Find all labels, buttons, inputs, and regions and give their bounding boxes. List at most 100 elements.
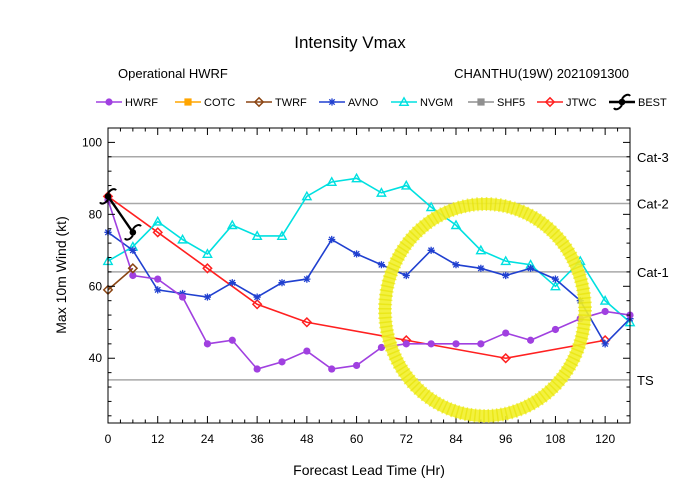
legend-item-cotc: COTC — [175, 97, 235, 109]
point-hwrf — [253, 365, 261, 373]
legend-label: COTC — [204, 97, 235, 109]
category-reference-lines: TS Cat-1 Cat-2 Cat-3 — [108, 150, 669, 388]
plot-frame — [107, 127, 631, 424]
legend-label: BEST — [638, 97, 667, 109]
series-best — [99, 188, 142, 241]
ref-label-cat-1: Cat-1 — [637, 265, 669, 280]
x-tick-label: 60 — [350, 432, 364, 446]
point-nvgm — [226, 219, 238, 230]
legend-marker-jtwc — [544, 96, 556, 108]
legend-label: SHF5 — [497, 97, 525, 109]
point-jtwc — [251, 299, 263, 310]
x-tick-label: 84 — [449, 432, 463, 446]
highlight-circle — [378, 197, 592, 423]
series-jtwc — [102, 191, 611, 364]
legend-label: JTWC — [566, 97, 597, 109]
point-best — [123, 224, 142, 241]
chart-legend: HWRF COTC TWRF AVNO NVGM SHF5 JTWC BEST — [96, 93, 667, 111]
point-avno — [228, 279, 236, 287]
legend-item-twrf: TWRF — [246, 96, 307, 109]
axes: 0 12 24 36 48 60 72 84 96 108 120 40 60 80 100 — [82, 127, 631, 446]
x-axis-label: Forecast Lead Time (Hr) — [293, 462, 445, 478]
chart-subtitle-right: CHANTHU(19W) 2021091300 — [454, 66, 629, 81]
legend-marker-cotc — [184, 98, 192, 106]
point-hwrf — [526, 336, 535, 344]
legend-item-best: BEST — [609, 93, 667, 111]
point-nvgm — [550, 280, 561, 291]
point-nvgm — [152, 215, 164, 226]
x-tick-label: 36 — [250, 432, 264, 446]
point-avno — [402, 271, 410, 280]
point-hwrf — [328, 365, 336, 373]
point-nvgm — [475, 244, 487, 255]
legend-item-hwrf: HWRF — [96, 97, 158, 109]
series-nvgm — [102, 172, 636, 327]
y-tick-label: 80 — [89, 207, 103, 221]
legend-item-avno: AVNO — [319, 97, 379, 109]
legend-marker-twrf — [253, 96, 265, 108]
point-avno — [502, 271, 510, 280]
legend-item-shf5: SHF5 — [468, 97, 525, 109]
point-nvgm — [376, 187, 387, 197]
point-avno — [452, 261, 460, 269]
legend-item-nvgm: NVGM — [391, 96, 453, 109]
ref-label-cat-3: Cat-3 — [637, 150, 669, 165]
x-tick-label: 24 — [201, 432, 215, 446]
point-hwrf — [303, 347, 311, 355]
x-tick-label: 96 — [499, 432, 513, 446]
point-hwrf — [228, 336, 236, 344]
series-line-best — [107, 195, 134, 234]
x-tick-label: 72 — [400, 432, 414, 446]
point-jtwc — [301, 317, 313, 328]
point-hwrf — [502, 329, 510, 337]
ref-label-cat-2: Cat-2 — [637, 197, 669, 212]
point-hwrf — [601, 307, 609, 316]
point-avno — [601, 340, 609, 348]
point-nvgm — [177, 233, 188, 244]
x-tick-label: 0 — [105, 432, 112, 446]
legend-label: HWRF — [125, 97, 158, 109]
series-twrf — [102, 263, 139, 296]
y-tick-label: 100 — [82, 135, 102, 149]
point-hwrf — [352, 361, 361, 370]
point-hwrf — [427, 340, 435, 348]
legend-marker-avno — [328, 98, 336, 106]
point-twrf — [127, 263, 139, 274]
point-avno — [328, 235, 336, 244]
legend-item-jtwc: JTWC — [537, 96, 597, 109]
point-avno — [526, 264, 535, 272]
point-nvgm — [326, 176, 338, 187]
point-nvgm — [276, 230, 288, 240]
point-hwrf — [278, 358, 286, 366]
series-layer — [99, 172, 636, 373]
series-hwrf — [104, 196, 634, 373]
point-hwrf — [178, 293, 187, 301]
point-avno — [129, 246, 137, 254]
point-nvgm — [400, 179, 412, 190]
point-hwrf — [402, 340, 410, 348]
point-hwrf — [551, 325, 560, 334]
legend-label: AVNO — [348, 97, 379, 109]
chart-subtitle-left: Operational HWRF — [118, 66, 228, 81]
point-avno — [427, 246, 435, 254]
y-tick-label: 60 — [89, 279, 103, 293]
point-avno — [352, 250, 361, 258]
point-nvgm — [301, 190, 313, 201]
x-tick-label: 120 — [595, 432, 615, 446]
y-axis-label: Max 10m Wind (kt) — [53, 216, 69, 333]
point-avno — [303, 275, 311, 283]
chart-title: Intensity Vmax — [294, 33, 406, 52]
point-hwrf — [452, 340, 460, 348]
point-hwrf — [129, 271, 137, 280]
point-nvgm — [351, 172, 362, 183]
point-jtwc — [202, 263, 213, 274]
point-avno — [154, 286, 162, 294]
series-line-hwrf — [107, 199, 631, 370]
point-hwrf — [377, 343, 386, 352]
point-avno — [253, 293, 261, 301]
point-nvgm — [251, 230, 263, 240]
series-line-avno — [107, 231, 631, 346]
point-nvgm — [202, 248, 213, 258]
legend-label: NVGM — [420, 97, 453, 109]
